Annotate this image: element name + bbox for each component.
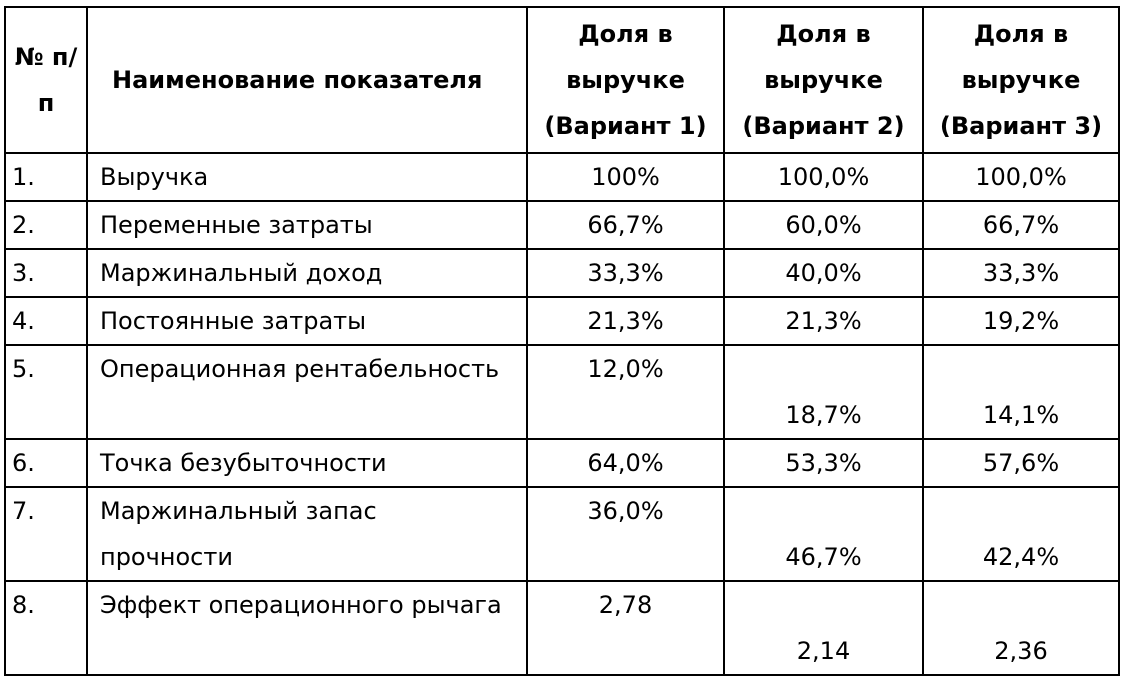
header-variant-3: Доля в выручке (Вариант 3) [922,6,1120,154]
table-row: 8. Эффект операционного рычага 2,78 2,14… [4,580,1120,676]
variant-3-value: 100,0% [922,152,1120,202]
table-row: 1. Выручка 100% 100,0% 100,0% [4,152,1120,202]
header-variant-1: Доля в выручке (Вариант 1) [526,6,725,154]
table-row: 7. Маржинальный запас прочности 36,0% 46… [4,486,1120,582]
variant-3-value: 14,1% [922,344,1120,440]
variant-2-value: 53,3% [723,438,924,488]
variant-2-value: 40,0% [723,248,924,298]
variant-3-value: 66,7% [922,200,1120,250]
variant-2-value: 46,7% [723,486,924,582]
indicator-name: Выручка [86,152,528,202]
row-number: 3. [4,248,88,298]
indicator-name: Переменные затраты [86,200,528,250]
variant-3-value: 33,3% [922,248,1120,298]
row-number: 8. [4,580,88,676]
table-row: 2. Переменные затраты 66,7% 60,0% 66,7% [4,200,1120,250]
indicator-name: Точка безубыточности [86,438,528,488]
row-number: 2. [4,200,88,250]
variant-2-value: 2,14 [723,580,924,676]
row-number: 7. [4,486,88,582]
indicators-table: № п/п Наименование показателя Доля в выр… [4,6,1120,676]
header-indicator-name: Наименование показателя [86,6,528,154]
variant-3-value: 19,2% [922,296,1120,346]
variant-2-value: 18,7% [723,344,924,440]
variant-3-value: 42,4% [922,486,1120,582]
table-row: 4. Постоянные затраты 21,3% 21,3% 19,2% [4,296,1120,346]
variant-1-value: 21,3% [526,296,725,346]
row-number: 4. [4,296,88,346]
table-row: 3. Маржинальный доход 33,3% 40,0% 33,3% [4,248,1120,298]
row-number: 5. [4,344,88,440]
indicator-name: Постоянные затраты [86,296,528,346]
variant-2-value: 60,0% [723,200,924,250]
indicator-name: Операционная рентабельность [86,344,528,440]
variant-3-value: 57,6% [922,438,1120,488]
variant-1-value: 66,7% [526,200,725,250]
variant-3-value: 2,36 [922,580,1120,676]
variant-1-value: 100% [526,152,725,202]
variant-1-value: 36,0% [526,486,725,582]
variant-2-value: 100,0% [723,152,924,202]
variant-1-value: 33,3% [526,248,725,298]
indicator-name: Маржинальный доход [86,248,528,298]
variant-1-value: 64,0% [526,438,725,488]
indicator-name: Маржинальный запас прочности [86,486,528,582]
variant-2-value: 21,3% [723,296,924,346]
header-row-number: № п/п [4,6,88,154]
table-row: 6. Точка безубыточности 64,0% 53,3% 57,6… [4,438,1120,488]
row-number: 6. [4,438,88,488]
variant-1-value: 12,0% [526,344,725,440]
indicator-name: Эффект операционного рычага [86,580,528,676]
table-row: 5. Операционная рентабельность 12,0% 18,… [4,344,1120,440]
table-header: № п/п Наименование показателя Доля в выр… [4,6,1120,154]
variant-1-value: 2,78 [526,580,725,676]
header-row: № п/п Наименование показателя Доля в выр… [4,6,1120,154]
table-body: 1. Выручка 100% 100,0% 100,0% 2. Перемен… [4,152,1120,676]
header-variant-2: Доля в выручке (Вариант 2) [723,6,924,154]
row-number: 1. [4,152,88,202]
